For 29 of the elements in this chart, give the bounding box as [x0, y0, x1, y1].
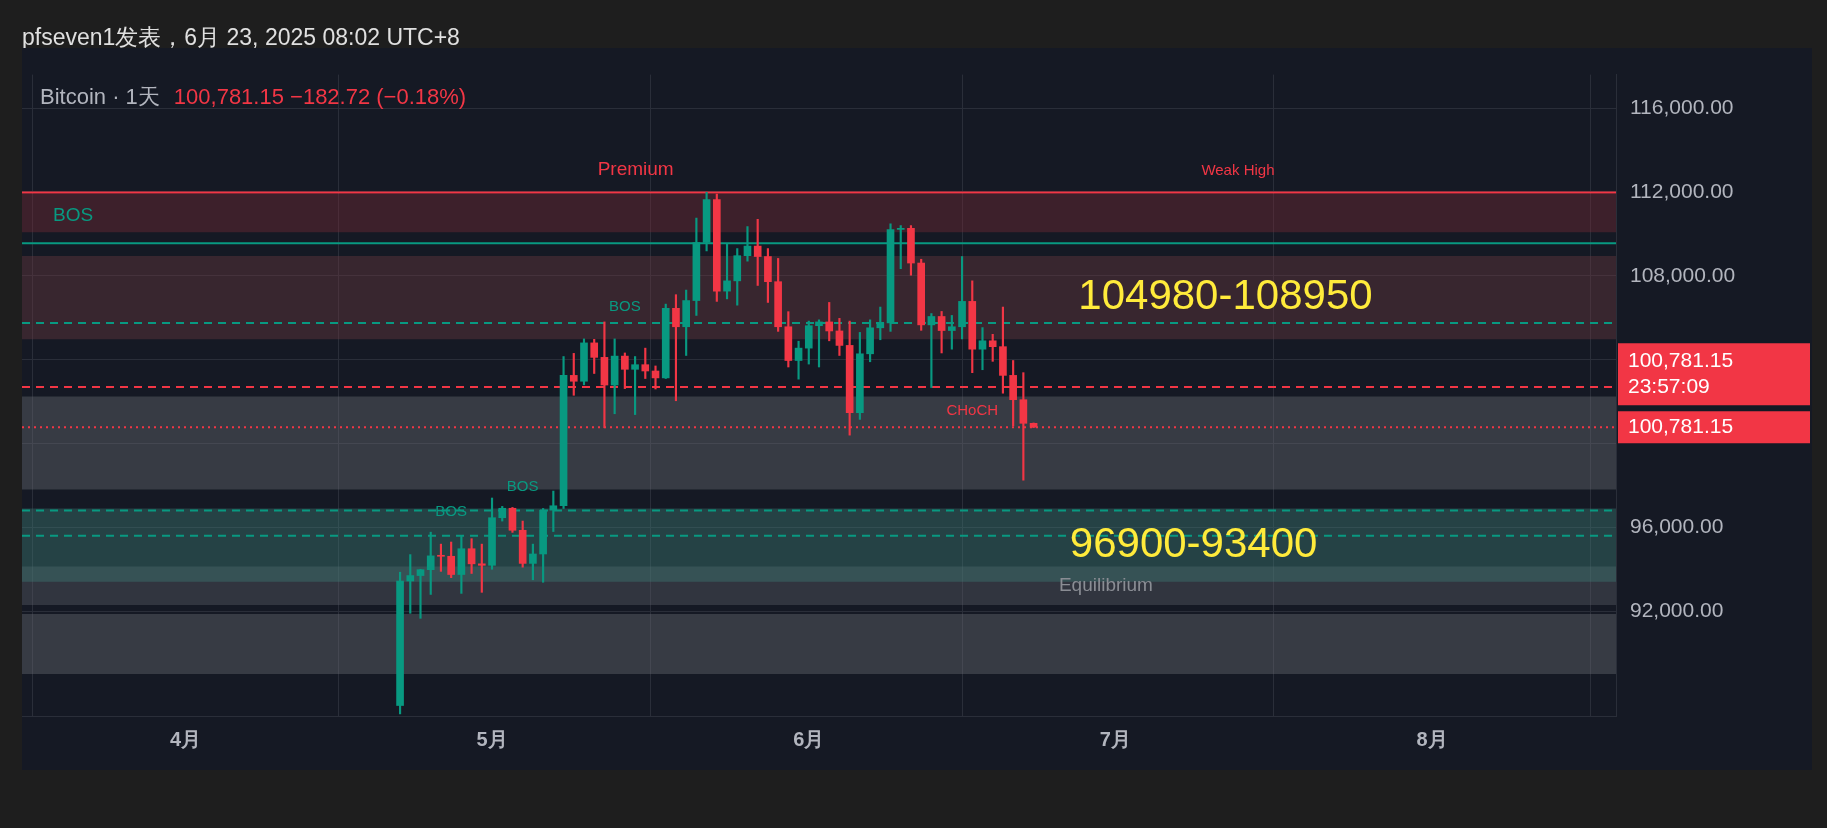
y-tick-label: 92,000.00	[1630, 597, 1724, 621]
text: 100,781.15 −182.72 (−0.18%)	[173, 84, 467, 109]
band-label: 104980-108950	[1078, 271, 1373, 319]
candlestick	[416, 568, 425, 619]
band-label: 96900-93400	[1069, 518, 1318, 566]
annotation: BOS	[435, 501, 467, 519]
y-tick-label: 116,000.00	[1630, 94, 1734, 118]
candlestick	[978, 327, 987, 371]
text: 100,781.15	[1628, 347, 1734, 371]
text: pfseven1发表，6月 23, 2025 08:02 UTC+8	[22, 23, 460, 52]
y-tick-label: 108,000.00	[1630, 262, 1736, 286]
ref-line-label: 100,781.15	[1628, 413, 1734, 437]
candlestick	[794, 340, 803, 380]
annotation: BOS	[506, 476, 539, 494]
band-label: Premium	[597, 158, 674, 180]
annotation: CHoCH	[946, 401, 999, 419]
x-tick-label: 6月	[793, 727, 825, 750]
text: 23:57:09	[1628, 373, 1710, 397]
y-tick-label: 96,000.00	[1630, 514, 1724, 538]
y-tick-label: 112,000.00	[1630, 178, 1734, 202]
text: Bitcoin · 1天	[40, 84, 160, 109]
band-label: Equilibrium	[1058, 573, 1153, 595]
annotation: BOS	[53, 203, 94, 225]
x-tick-label: 5月	[476, 727, 508, 750]
x-tick-label: 7月	[1099, 727, 1131, 750]
x-tick-label: 8月	[1416, 727, 1448, 750]
annotation: Weak High	[1201, 160, 1275, 178]
x-tick-label: 4月	[169, 727, 202, 750]
annotation: BOS	[609, 297, 641, 315]
